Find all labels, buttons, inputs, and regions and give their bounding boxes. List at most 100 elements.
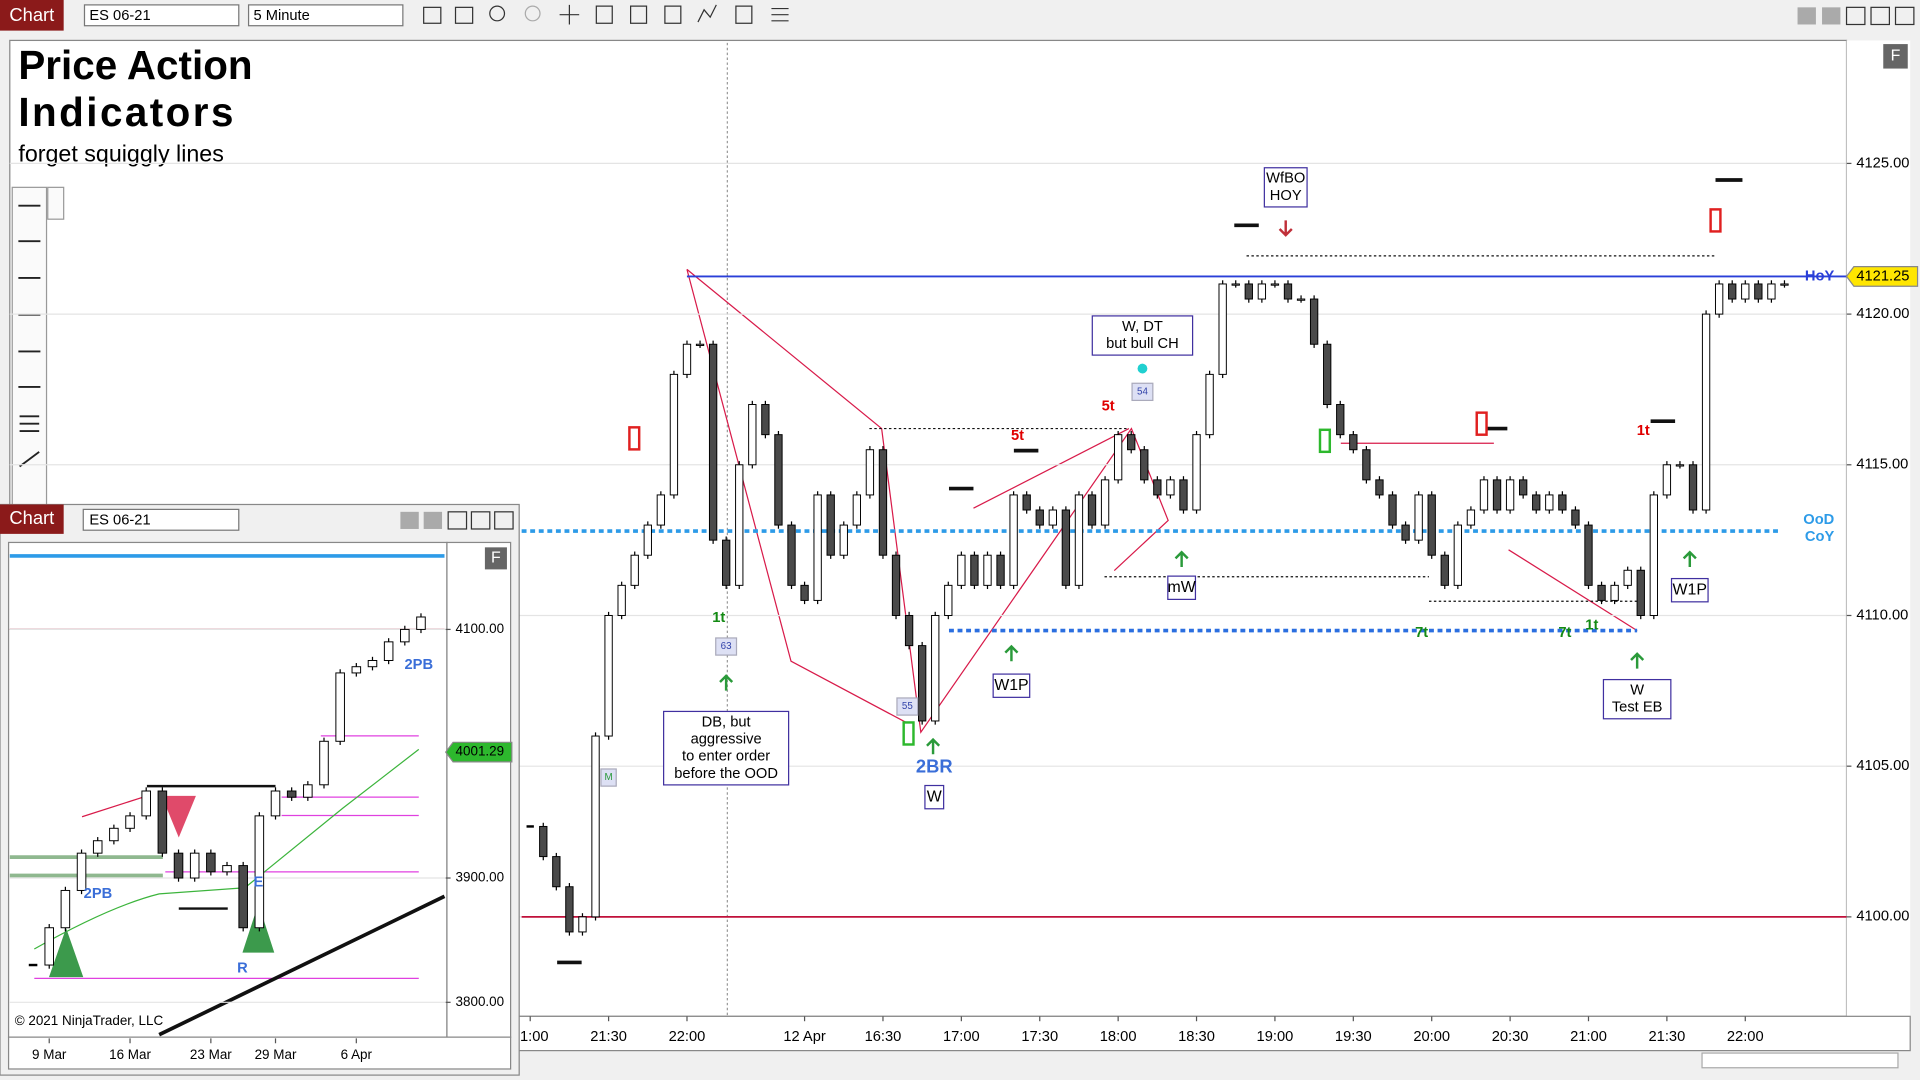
candle-body <box>1427 494 1436 556</box>
restore-button[interactable] <box>470 511 491 530</box>
icon-properties[interactable] <box>630 5 648 24</box>
y-tick-label: 4110.00 <box>1856 607 1908 623</box>
icon-zoom-out[interactable] <box>524 5 541 22</box>
candle-body <box>319 740 329 786</box>
signal-dot <box>1137 363 1148 374</box>
inset-badge[interactable] <box>484 547 507 570</box>
x-tick-label: 17:30 <box>1021 1029 1058 1045</box>
candle-body <box>917 645 927 722</box>
chart-tab[interactable] <box>0 0 64 31</box>
main-chart: 4100.00 4105.00 4110.00 4115.00 4120.00 4125.… <box>9 155 1919 1045</box>
interval-select[interactable] <box>247 4 404 27</box>
annotation: W1P <box>994 677 1028 694</box>
candle-body <box>944 584 953 616</box>
candle-body <box>1688 464 1698 511</box>
annotation: 63 <box>721 641 732 652</box>
candle-body <box>1466 509 1476 526</box>
candle-body <box>1662 464 1672 496</box>
candle-body <box>1192 434 1201 511</box>
inset-chart: 3800.00 3900.00 4100.00 9 Mar 16 Mar 23 Mar 29… <box>9 613 513 1062</box>
x-tick-label: 12 Apr <box>783 1029 826 1045</box>
annotation: HOY <box>1270 188 1302 204</box>
candle-body <box>1741 283 1750 300</box>
y-tick-label: 3800.00 <box>456 994 505 1009</box>
candle-body <box>254 815 265 929</box>
icon-indicators[interactable] <box>664 5 682 24</box>
candle-body <box>1349 434 1358 451</box>
chart-tab-label: Chart <box>9 4 54 25</box>
window-button[interactable] <box>423 511 443 529</box>
zigzag-line <box>686 268 1169 734</box>
icon-draw[interactable] <box>454 6 474 24</box>
inset-instrument-label: ES 06-21 <box>89 512 150 528</box>
annotation: WfBO <box>1266 171 1305 187</box>
candle-body <box>1453 524 1463 586</box>
window-button[interactable] <box>400 511 419 529</box>
candle-body <box>1244 283 1253 300</box>
annotation-tag <box>715 637 738 656</box>
icon-strategies[interactable] <box>697 4 717 23</box>
inset-triangle <box>48 928 84 978</box>
candle-body <box>400 628 410 643</box>
x-tick-label: 18:30 <box>1178 1029 1215 1045</box>
icon-bars[interactable] <box>423 6 442 24</box>
candle-body <box>92 840 103 854</box>
candle-body <box>1179 479 1188 511</box>
restore-button[interactable] <box>1870 6 1890 26</box>
candle-body <box>173 852 184 879</box>
icon-templates[interactable] <box>735 5 753 24</box>
icon-zoom-in[interactable] <box>489 5 506 22</box>
candle-body <box>1087 494 1097 526</box>
candle-body <box>891 554 901 616</box>
minimize-button[interactable] <box>1845 6 1866 26</box>
watermark-title: Price Action <box>18 42 252 88</box>
window-button[interactable] <box>1822 7 1841 25</box>
candle-body <box>1414 494 1423 541</box>
level-label: CoY <box>1805 529 1835 545</box>
scrollbar[interactable] <box>1701 1052 1899 1069</box>
panel-badge-label: F <box>1891 48 1901 65</box>
candle-body <box>1283 283 1293 300</box>
drawing-toolbar <box>11 186 48 507</box>
inset-structures <box>9 628 446 1037</box>
candle-body <box>1166 479 1175 496</box>
icon-crosshair[interactable] <box>559 4 580 25</box>
candle-body <box>1336 404 1345 436</box>
candle-body <box>367 660 378 668</box>
annotation: 2BR <box>916 756 953 777</box>
candle-body <box>643 524 652 556</box>
candle-body <box>44 927 55 966</box>
candle-body <box>591 735 600 918</box>
panel-badge[interactable] <box>1883 44 1908 69</box>
x-tick-label: 20:30 <box>1492 1029 1529 1045</box>
y-tick-label: 4115.00 <box>1856 457 1908 473</box>
minimize-button[interactable] <box>447 511 468 530</box>
candle-body <box>1218 283 1227 375</box>
window-button[interactable] <box>1797 7 1816 25</box>
candle-body <box>996 554 1005 586</box>
inset-instrument-select[interactable] <box>82 508 240 531</box>
inset-chart-tab[interactable] <box>0 504 64 534</box>
candle-body <box>1532 494 1541 511</box>
instrument-select[interactable] <box>83 4 240 27</box>
candle-body <box>1545 494 1554 511</box>
candle-body <box>878 449 888 556</box>
annotation: M <box>604 772 612 783</box>
inset-tab-label: Chart <box>9 507 54 528</box>
x-tick-label: 23 Mar <box>190 1047 232 1062</box>
price-tag-label: 4121.25 <box>1856 268 1909 284</box>
candle-body <box>1113 434 1123 481</box>
icon-data-box[interactable] <box>595 5 613 24</box>
close-button[interactable] <box>494 511 514 530</box>
candle-body <box>695 343 705 346</box>
x-tick-label: 9 Mar <box>32 1047 67 1062</box>
icon-menu[interactable] <box>771 7 789 22</box>
candle-body <box>1636 569 1645 616</box>
candle-body <box>1492 479 1502 511</box>
candle-body <box>1597 584 1606 601</box>
annotation: W, DT <box>1122 319 1163 335</box>
drawing-toolbar-more[interactable] <box>47 186 65 220</box>
close-button[interactable] <box>1894 6 1915 26</box>
inset-plot <box>7 541 448 1038</box>
x-tick-label: 16:30 <box>865 1029 902 1045</box>
